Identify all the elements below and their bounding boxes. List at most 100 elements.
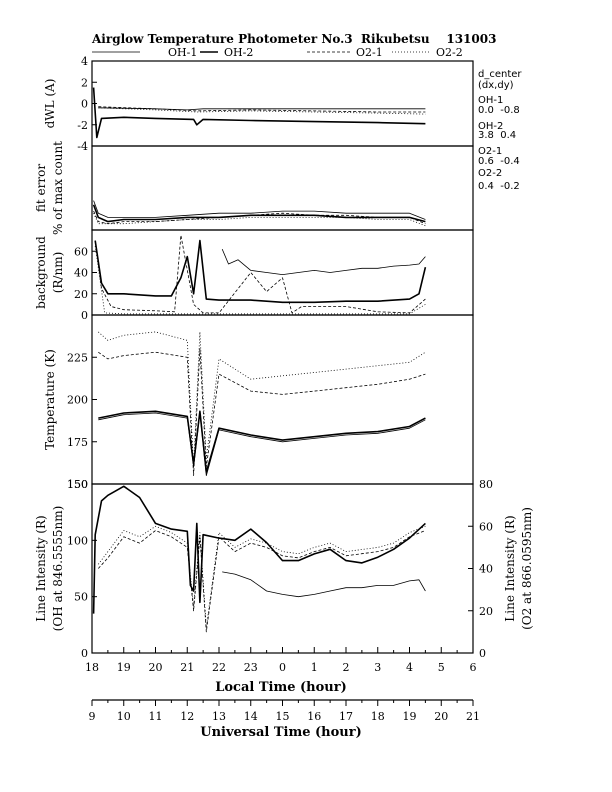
ylabel2-fit: % of max count — [51, 141, 65, 235]
ylabel-bg: background — [34, 236, 48, 309]
side-note-values-o21: 0.6 -0.4 — [478, 156, 520, 167]
side-note-name-o22: O2-2 — [478, 168, 502, 179]
xtick-label-ut-1: 10 — [117, 710, 131, 723]
x-axis-label-local: Local Time (hour) — [215, 680, 347, 695]
ytick-label-dwl-0: -4 — [77, 140, 88, 153]
xtick-label-local-11: 5 — [438, 661, 445, 674]
xtick-label-ut-9: 18 — [371, 710, 385, 723]
xtick-label-ut-6: 15 — [276, 710, 290, 723]
ytick-right-label-int-0: 0 — [479, 647, 486, 660]
xtick-label-local-12: 6 — [470, 661, 477, 674]
xtick-label-ut-11: 20 — [434, 710, 448, 723]
series-oh2-int — [92, 485, 426, 614]
xtick-label-local-9: 3 — [374, 661, 381, 674]
xtick-label-local-2: 20 — [149, 661, 163, 674]
xtick-label-ut-8: 17 — [339, 710, 353, 723]
ylabel2-int: (OH at 846.5555nm) — [51, 506, 65, 632]
series-oh2-bg — [94, 239, 427, 304]
ytick-right-label-int-3: 60 — [479, 520, 493, 533]
legend-label-o21: O2-1 — [356, 46, 383, 59]
ylabel-right2-int: (O2 at 866.0595nm) — [520, 507, 534, 630]
x-axis-label-universal: Universal Time (hour) — [200, 725, 362, 740]
legend: OH-1 OH-2 O2-1 O2-2 — [92, 46, 463, 59]
xtick-label-local-10: 4 — [406, 661, 413, 674]
panel-temp: 150 175 200 225 Temperature (K) — [43, 314, 474, 491]
xtick-label-ut-2: 11 — [149, 710, 163, 723]
series-o21-bg — [94, 234, 426, 314]
ytick-label-dwl-2: 0 — [81, 98, 88, 111]
ylabel2-bg: (R/nm) — [51, 252, 65, 294]
ytick-label-temp-0: 150 — [67, 478, 88, 491]
series-o22-int — [97, 525, 426, 628]
xtick-label-ut-4: 13 — [212, 710, 226, 723]
legend-label-oh1: OH-1 — [168, 46, 197, 59]
xtick-label-local-3: 21 — [180, 661, 194, 674]
side-note-name-o21: O2-1 — [478, 146, 502, 157]
ytick-right-label-int-4: 80 — [479, 478, 493, 491]
series-o21-temp — [98, 348, 426, 477]
xtick-label-local-6: 0 — [279, 661, 286, 674]
xtick-label-ut-3: 12 — [180, 710, 194, 723]
xtick-label-local-1: 19 — [117, 661, 131, 674]
series-oh2-dwl — [92, 87, 426, 139]
xtick-label-ut-5: 14 — [244, 710, 258, 723]
side-note-sub: (dx,dy) — [478, 80, 514, 91]
xtick-label-local-8: 2 — [343, 661, 350, 674]
ylabel-dwl: dWL (A) — [43, 79, 57, 129]
panel-bg: 0 20 40 60 background (R/nm) — [34, 229, 474, 322]
side-note-values-oh2: 3.8 0.4 — [478, 130, 516, 141]
plot-panels: -4 -2 0 2 4 dWL (A) fit error% of max count 0 20… — [34, 55, 534, 660]
ytick-label-int-1: 50 — [74, 591, 88, 604]
side-note-name-oh2: OH-2 — [478, 121, 503, 132]
ytick-label-bg-1: 20 — [74, 288, 88, 301]
ylabel-fit: fit error — [34, 164, 48, 212]
series-o22-temp — [98, 331, 426, 468]
ytick-label-temp-1: 175 — [67, 436, 88, 449]
panel-frame-dwl — [91, 60, 474, 147]
xtick-label-ut-12: 21 — [466, 710, 480, 723]
ytick-label-dwl-1: -2 — [77, 119, 88, 132]
panel-fit: fit error% of max count — [34, 141, 474, 235]
ytick-label-dwl-3: 2 — [81, 76, 88, 89]
side-note-name-oh1: OH-1 — [478, 95, 503, 106]
series-oh1-bg — [221, 248, 426, 276]
xtick-label-local-4: 22 — [212, 661, 226, 674]
ytick-label-bg-3: 60 — [74, 245, 88, 258]
series-oh2-temp — [98, 410, 426, 474]
ytick-right-label-int-2: 40 — [479, 563, 493, 576]
chart-title: Airglow Temperature Photometer No.3 Riku… — [91, 32, 496, 46]
ytick-label-dwl-4: 4 — [81, 55, 88, 68]
xtick-label-local-7: 1 — [311, 661, 318, 674]
ylabel-temp: Temperature (K) — [43, 349, 57, 450]
ytick-label-int-0: 0 — [81, 647, 88, 660]
ytick-label-bg-0: 0 — [81, 309, 88, 322]
series-o22-fit — [93, 213, 426, 227]
side-note-values-oh1: 0.0 -0.8 — [478, 105, 520, 116]
ylabel-int: Line Intensity (R) — [34, 515, 48, 621]
series-o22-dwl — [98, 107, 426, 115]
series-o21-dwl — [98, 106, 426, 113]
series-oh1-int — [222, 571, 426, 598]
ytick-label-temp-2: 200 — [67, 394, 88, 407]
ytick-label-int-3: 150 — [67, 478, 88, 491]
ytick-label-temp-3: 225 — [67, 351, 88, 364]
xtick-label-ut-7: 16 — [307, 710, 321, 723]
xtick-label-ut-10: 19 — [403, 710, 417, 723]
panel-frame-int — [91, 483, 474, 654]
side-note-header: d_center — [478, 69, 522, 80]
ytick-right-label-int-1: 20 — [479, 605, 493, 618]
series-oh1-dwl — [98, 107, 426, 111]
xtick-label-local-0: 18 — [85, 661, 99, 674]
ytick-label-bg-2: 40 — [74, 267, 88, 280]
series-o22-bg — [94, 245, 426, 315]
legend-label-o22: O2-2 — [436, 46, 463, 59]
xtick-label-local-5: 23 — [244, 661, 258, 674]
panel-dwl: -4 -2 0 2 4 dWL (A) — [43, 55, 474, 153]
side-note-values-o22: 0.4 -0.2 — [478, 181, 520, 192]
series-o21-int — [98, 530, 426, 633]
series-oh1-fit — [93, 200, 426, 220]
ytick-label-int-2: 100 — [67, 534, 88, 547]
ylabel-right-int: Line Intensity (R) — [503, 515, 517, 621]
